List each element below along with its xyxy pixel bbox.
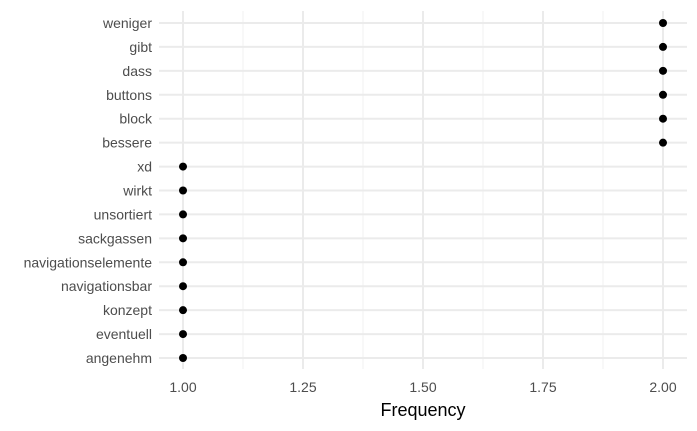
x-tick-label: 1.50 xyxy=(409,379,436,395)
data-point xyxy=(179,234,187,243)
data-point xyxy=(179,306,187,315)
y-tick-label: konzept xyxy=(103,302,152,318)
data-point xyxy=(659,114,667,123)
x-tick-label: 2.00 xyxy=(649,379,676,395)
x-tick-label: 1.00 xyxy=(169,379,196,395)
data-point xyxy=(659,66,667,75)
y-tick-label: xd xyxy=(137,159,152,175)
y-tick-label: navigationsbar xyxy=(61,278,152,294)
data-point xyxy=(659,19,667,27)
x-axis-title: Frequency xyxy=(380,400,465,420)
y-tick-label: dass xyxy=(122,63,152,79)
data-point xyxy=(179,186,187,195)
y-tick-label: navigationselemente xyxy=(24,254,153,270)
y-tick-label: gibt xyxy=(129,39,152,55)
y-axis-tick-labels: weniger gibt dass buttons block bessere xd wirk… xyxy=(24,15,153,366)
data-point xyxy=(659,138,667,147)
data-point xyxy=(179,354,187,362)
x-axis-tick-labels: 1.00 1.25 1.50 1.75 2.00 xyxy=(169,379,676,395)
y-tick-label: wirkt xyxy=(122,183,152,199)
data-point xyxy=(659,42,667,51)
y-tick-label: bessere xyxy=(102,135,152,151)
y-tick-label: eventuell xyxy=(96,326,152,342)
data-points xyxy=(179,19,667,362)
y-tick-label: weniger xyxy=(102,15,152,31)
y-tick-label: block xyxy=(119,111,153,127)
y-tick-label: buttons xyxy=(106,87,152,103)
grid-major-lines xyxy=(159,11,687,369)
data-point xyxy=(179,210,187,219)
x-tick-label: 1.75 xyxy=(529,379,556,395)
data-point xyxy=(179,282,187,291)
y-tick-label: angenehm xyxy=(86,350,152,366)
y-tick-label: sackgassen xyxy=(78,230,152,246)
data-point xyxy=(659,90,667,99)
data-point xyxy=(179,162,187,171)
data-point xyxy=(179,330,187,339)
x-tick-label: 1.25 xyxy=(289,379,316,395)
data-point xyxy=(179,258,187,267)
y-tick-label: unsortiert xyxy=(94,206,152,222)
